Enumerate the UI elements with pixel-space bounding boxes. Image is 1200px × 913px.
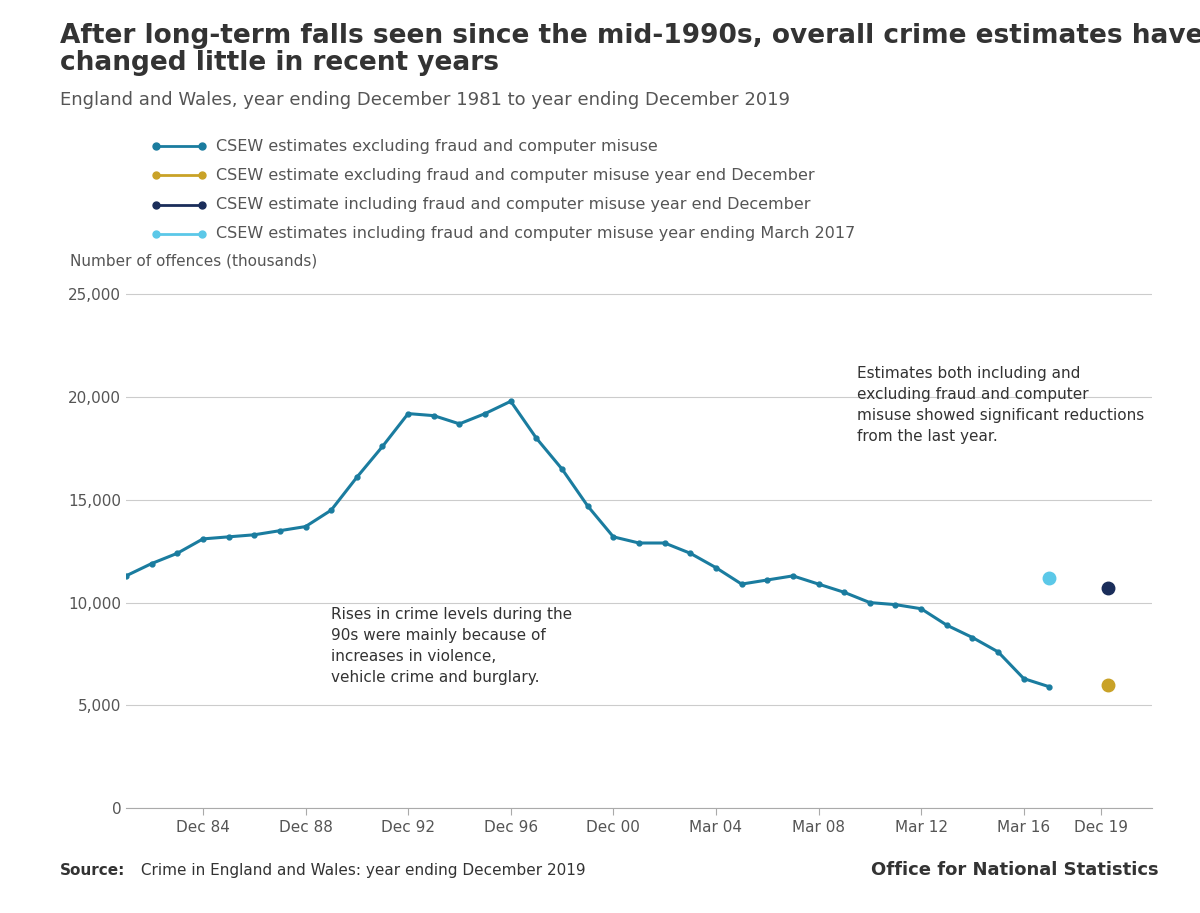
Text: Crime in England and Wales: year ending December 2019: Crime in England and Wales: year ending …: [136, 864, 586, 878]
Text: CSEW estimate excluding fraud and computer misuse year end December: CSEW estimate excluding fraud and comput…: [216, 168, 815, 183]
Text: After long-term falls seen since the mid-1990s, overall crime estimates have: After long-term falls seen since the mid…: [60, 23, 1200, 48]
Text: Office for National Statistics: Office for National Statistics: [871, 861, 1159, 879]
Text: CSEW estimates excluding fraud and computer misuse: CSEW estimates excluding fraud and compu…: [216, 139, 658, 153]
Text: Number of offences (thousands): Number of offences (thousands): [70, 254, 317, 268]
Text: CSEW estimate including fraud and computer misuse year end December: CSEW estimate including fraud and comput…: [216, 197, 810, 212]
Text: Estimates both including and
excluding fraud and computer
misuse showed signific: Estimates both including and excluding f…: [857, 366, 1145, 445]
Text: Source:: Source:: [60, 864, 125, 878]
Text: changed little in recent years: changed little in recent years: [60, 50, 499, 76]
Text: CSEW estimates including fraud and computer misuse year ending March 2017: CSEW estimates including fraud and compu…: [216, 226, 856, 241]
Text: England and Wales, year ending December 1981 to year ending December 2019: England and Wales, year ending December …: [60, 91, 790, 110]
Text: Rises in crime levels during the
90s were mainly because of
increases in violenc: Rises in crime levels during the 90s wer…: [331, 607, 572, 685]
